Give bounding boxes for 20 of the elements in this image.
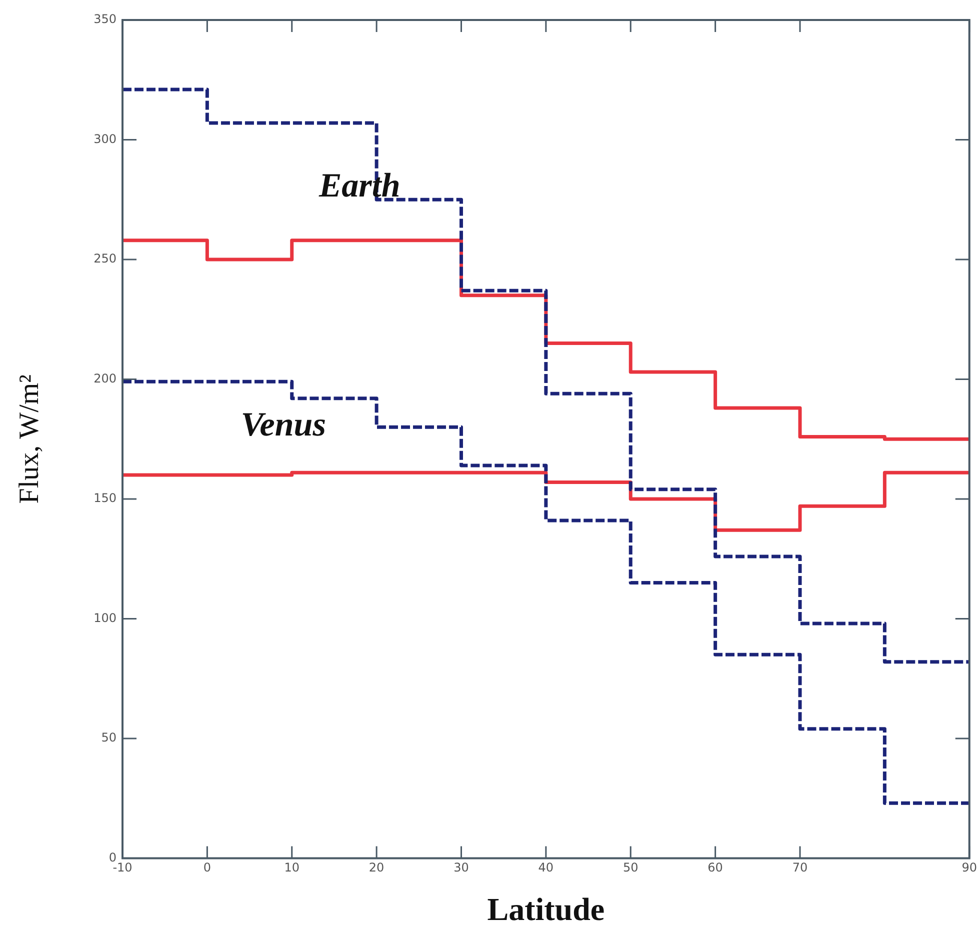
x-axis-title: Latitude	[487, 891, 605, 928]
x-tick-label: 60	[708, 860, 723, 875]
x-tick-label: 90	[962, 860, 978, 875]
x-tick-label: 20	[368, 860, 384, 875]
y-tick-label: 150	[94, 491, 117, 506]
annotation: Venus	[240, 406, 326, 444]
x-tick-label: 70	[792, 860, 808, 875]
x-tick-label: 50	[622, 860, 638, 875]
y-tick-label: 50	[101, 730, 117, 745]
y-axis-title: Flux, W/m²	[14, 374, 46, 504]
x-tick-label: 10	[284, 860, 300, 875]
y-tick-label: 300	[94, 132, 117, 146]
x-tick-label: 30	[454, 860, 469, 875]
y-tick-label: 200	[94, 371, 117, 386]
annotation: Earth	[318, 167, 400, 204]
y-tick-label: 350	[94, 12, 117, 26]
x-tick-label: 0	[203, 860, 212, 875]
y-tick-label: 250	[94, 252, 117, 266]
y-tick-label: 100	[94, 610, 117, 625]
x-tick-label: 40	[538, 860, 554, 875]
